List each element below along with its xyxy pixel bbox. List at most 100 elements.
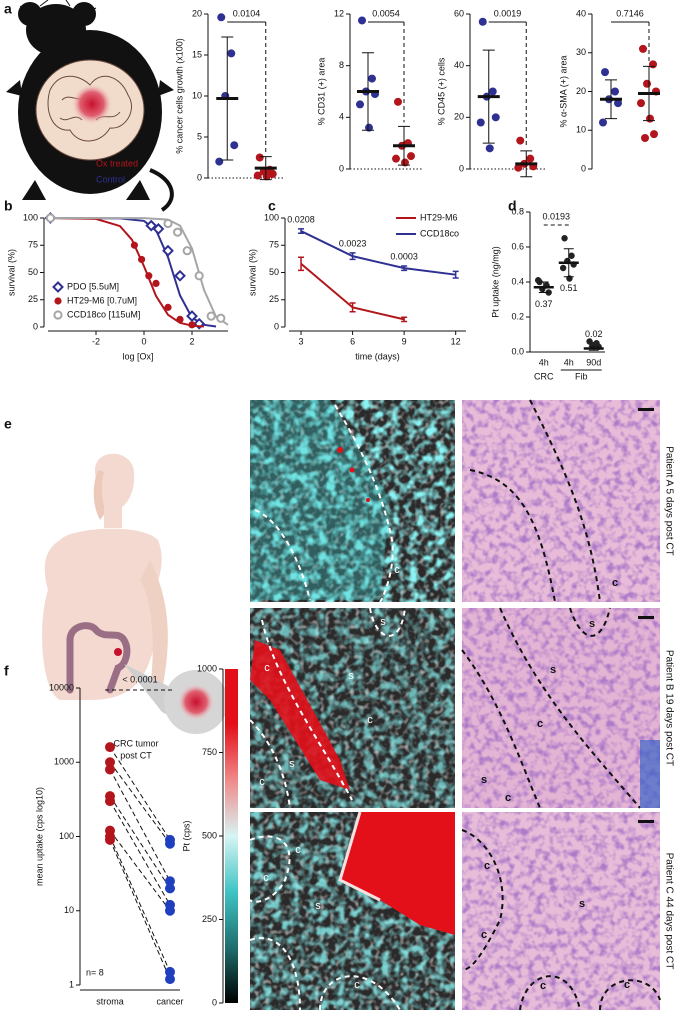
y-tick-label: 10	[192, 90, 202, 100]
fit-curve	[47, 217, 229, 326]
annotation: 0.0003	[390, 251, 418, 261]
legend-label: HT29-M6 [0.7uM]	[67, 295, 137, 305]
x-tick-label: 6	[350, 336, 355, 346]
region-label: c	[367, 714, 373, 726]
y-axis-label: % CD31 (+) area	[316, 58, 326, 126]
shape	[250, 608, 455, 808]
panel-label: b	[4, 198, 13, 214]
shape	[19, 0, 97, 15]
y-tick-label: 50	[269, 267, 279, 277]
data-point	[186, 310, 198, 323]
pair-line	[109, 769, 171, 882]
error-bar	[221, 36, 234, 161]
y-tick-label: 40	[576, 8, 586, 18]
data-point	[145, 272, 153, 280]
legend-label: CCD18co [115uM]	[67, 309, 140, 319]
data-point	[646, 114, 654, 123]
error-bar	[259, 156, 272, 181]
p-value: 0.0054	[372, 8, 400, 18]
data-point	[164, 303, 172, 311]
region-label: s	[550, 664, 556, 676]
error-bar	[362, 52, 374, 131]
series-line	[300, 230, 456, 276]
error-bar	[482, 49, 495, 144]
x-tick-label: 4h	[539, 357, 549, 367]
annotation: 0.0023	[339, 238, 367, 248]
data-point	[215, 157, 224, 166]
shape	[140, 560, 168, 690]
data-point	[650, 130, 658, 139]
shape	[250, 400, 390, 600]
data-point	[614, 99, 622, 108]
y-tick-label: 0	[459, 163, 464, 173]
y-tick-label: 0	[339, 163, 344, 173]
shape	[178, 684, 214, 720]
data-point	[394, 97, 402, 106]
data-point	[165, 966, 175, 977]
y-tick-label: 750	[202, 747, 217, 757]
error-bar	[605, 79, 617, 120]
data-point	[130, 241, 138, 249]
region-label: s	[589, 618, 595, 630]
y-tick-label: 25	[269, 294, 279, 304]
panel-label: a	[4, 1, 12, 17]
data-point	[165, 905, 175, 916]
y-tick-label: 0.4	[511, 276, 524, 286]
shape	[72, 84, 112, 124]
p-value: < 0.0001	[122, 674, 157, 684]
error-bar	[401, 265, 408, 272]
x-tick-label: 90d	[586, 357, 601, 367]
shape	[461, 607, 641, 809]
region-label: s	[289, 758, 295, 770]
shape	[66, 622, 131, 694]
data-point	[365, 123, 373, 132]
y-tick-label: 1000	[54, 757, 74, 767]
data-point	[401, 158, 409, 167]
y-tick-label: 0.0	[511, 346, 524, 356]
y-tick-label: 100	[264, 212, 279, 222]
region-label: s	[315, 900, 321, 912]
shape	[340, 812, 455, 935]
diagram-label: CRC tumor	[113, 738, 158, 748]
y-tick-label: 20	[454, 112, 464, 122]
x-tick-label: 12	[451, 336, 461, 346]
shape	[250, 400, 455, 602]
data-point	[491, 113, 500, 122]
data-point	[230, 141, 239, 150]
panel-label: d	[508, 198, 517, 214]
pair-line	[109, 795, 171, 889]
x-tick-label: 2	[189, 336, 194, 346]
error-bar	[349, 252, 356, 261]
panel-label: e	[4, 416, 12, 432]
body-illustration: CRC tumor post CT	[42, 453, 228, 760]
p-value: 0.0193	[542, 211, 570, 221]
shape	[95, 453, 135, 510]
shape	[462, 400, 660, 602]
x-tick-label: stroma	[96, 996, 124, 1006]
legend-marker	[54, 297, 62, 305]
he-images	[461, 399, 661, 1011]
y-axis-label: Pt (cps)	[181, 820, 191, 851]
data-point	[407, 152, 415, 161]
y-tick-label: 500	[202, 830, 217, 840]
region-label: c	[295, 844, 301, 856]
data-point	[599, 118, 607, 127]
y-tick-label: 10000	[49, 682, 74, 692]
y-tick-label: 4	[339, 112, 344, 122]
region-label: c	[259, 776, 265, 788]
region-label: s	[348, 670, 354, 682]
shape	[250, 608, 406, 808]
y-tick-label: 20	[192, 8, 202, 18]
fluorescence-images	[250, 400, 455, 1010]
y-tick-label: 0	[212, 997, 217, 1007]
error-bar	[349, 302, 356, 313]
y-tick-label: 50	[28, 267, 38, 277]
x-tick-label: 0	[141, 336, 146, 346]
data-point	[216, 313, 226, 323]
data-point	[649, 60, 657, 69]
error-bar	[298, 228, 305, 235]
data-point	[643, 79, 651, 88]
region-label: c	[484, 860, 490, 872]
region-label: s	[380, 616, 386, 628]
